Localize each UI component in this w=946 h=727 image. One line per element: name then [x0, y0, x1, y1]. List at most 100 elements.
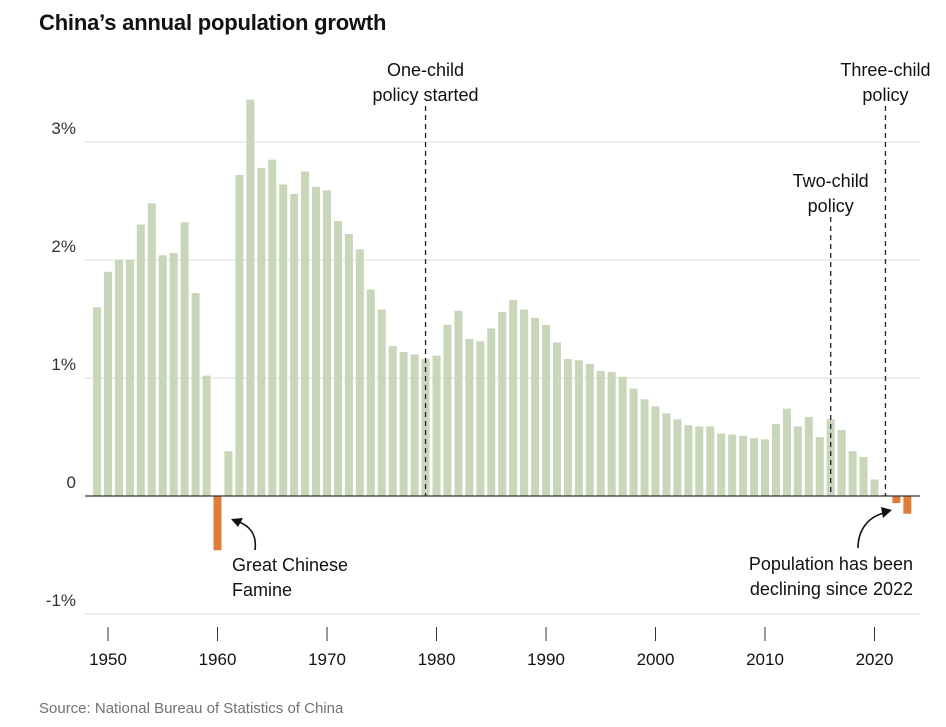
- bar: [793, 426, 802, 496]
- bar: [366, 289, 375, 496]
- bar: [421, 359, 430, 496]
- bar: [848, 451, 857, 496]
- bar: [728, 434, 737, 496]
- bar: [782, 408, 791, 496]
- annotation-arrowhead: [231, 518, 243, 527]
- bar: [158, 255, 167, 496]
- bar: [213, 496, 222, 551]
- bar: [903, 496, 912, 514]
- bar: [399, 352, 408, 496]
- policy-label: policy: [808, 196, 854, 216]
- bar: [169, 252, 178, 496]
- bar: [301, 171, 310, 496]
- x-tick-label: 2000: [637, 650, 675, 669]
- bar: [498, 311, 507, 496]
- bar: [279, 184, 288, 497]
- policy-label: policy: [862, 85, 908, 105]
- bar: [355, 249, 364, 496]
- y-tick-label: 0: [67, 473, 76, 492]
- x-axis-ticks: 1950 1960 1970 1980 1990 2000 2010 2020: [89, 627, 893, 669]
- bar: [377, 309, 386, 496]
- bar: [268, 159, 277, 496]
- bar: [136, 224, 145, 496]
- bar: [706, 426, 715, 496]
- bar: [695, 426, 704, 496]
- x-tick-label: 2020: [856, 650, 894, 669]
- y-axis-ticks: -1% 0 1% 2% 3%: [46, 119, 76, 610]
- bar: [432, 355, 441, 496]
- bar-chart: -1% 0 1% 2% 3% One-child policy started Two-ch…: [46, 60, 931, 669]
- bar: [104, 271, 112, 496]
- bar: [804, 416, 813, 496]
- bar: [651, 406, 660, 496]
- bar: [410, 354, 419, 496]
- bar: [640, 399, 649, 496]
- bar: [563, 359, 572, 496]
- bar: [870, 479, 879, 496]
- bar: [826, 419, 835, 496]
- bar: [607, 372, 616, 496]
- source-note: Source: National Bureau of Statistics of…: [39, 700, 344, 717]
- bar: [859, 457, 868, 496]
- bar: [662, 413, 671, 496]
- bar: [542, 324, 550, 496]
- bar: [257, 167, 266, 496]
- y-tick-label: 3%: [51, 119, 76, 138]
- annotation-label: Great Chinese: [232, 555, 348, 575]
- bar: [454, 310, 463, 496]
- x-tick-label: 1960: [199, 650, 237, 669]
- bar: [771, 424, 780, 496]
- bar: [509, 300, 518, 496]
- bars: [93, 99, 912, 551]
- bar: [487, 328, 496, 496]
- bar: [684, 425, 693, 496]
- annotation-label: Famine: [232, 580, 292, 600]
- chart-title: China’s annual population growth: [39, 10, 387, 35]
- bar: [717, 433, 726, 496]
- x-tick-label: 1980: [418, 650, 456, 669]
- bar: [629, 388, 638, 496]
- bar: [520, 309, 529, 496]
- bar: [235, 175, 244, 497]
- bar: [344, 234, 353, 497]
- bar: [673, 419, 682, 496]
- bar: [333, 221, 342, 496]
- bar: [388, 346, 397, 496]
- x-tick-label: 1970: [308, 650, 346, 669]
- bar: [191, 293, 200, 496]
- policy-markers: One-child policy started Two-child policy Th…: [373, 60, 930, 496]
- bar: [574, 360, 583, 496]
- bar: [312, 186, 321, 496]
- bar: [585, 363, 594, 496]
- bar: [180, 222, 189, 497]
- bar: [125, 260, 134, 496]
- bar: [246, 99, 255, 497]
- bar: [892, 496, 901, 504]
- bar: [93, 307, 102, 496]
- bar: [815, 437, 824, 496]
- bar: [465, 339, 474, 496]
- bar: [552, 342, 561, 496]
- y-tick-label: 1%: [51, 355, 76, 374]
- annotation-label: Population has been: [749, 554, 913, 574]
- bar: [443, 324, 452, 496]
- x-tick-label: 2010: [746, 650, 784, 669]
- bar: [618, 376, 627, 496]
- annotation-arrow: [857, 512, 885, 549]
- policy-label: Two-child: [793, 171, 869, 191]
- bar: [323, 190, 331, 496]
- bar: [596, 370, 605, 496]
- annotations: Great Chinese Famine Population has been de…: [231, 507, 913, 600]
- bar: [114, 260, 123, 496]
- policy-label: Three-child: [840, 60, 930, 80]
- y-tick-label: -1%: [46, 591, 76, 610]
- x-tick-label: 1990: [527, 650, 565, 669]
- annotation-label: declining since 2022: [750, 579, 913, 599]
- bar: [476, 341, 485, 496]
- bar: [837, 429, 846, 496]
- annotation-arrowhead: [881, 507, 892, 518]
- bar: [739, 435, 748, 496]
- bar: [761, 439, 769, 496]
- bar: [531, 317, 540, 496]
- y-tick-label: 2%: [51, 237, 76, 256]
